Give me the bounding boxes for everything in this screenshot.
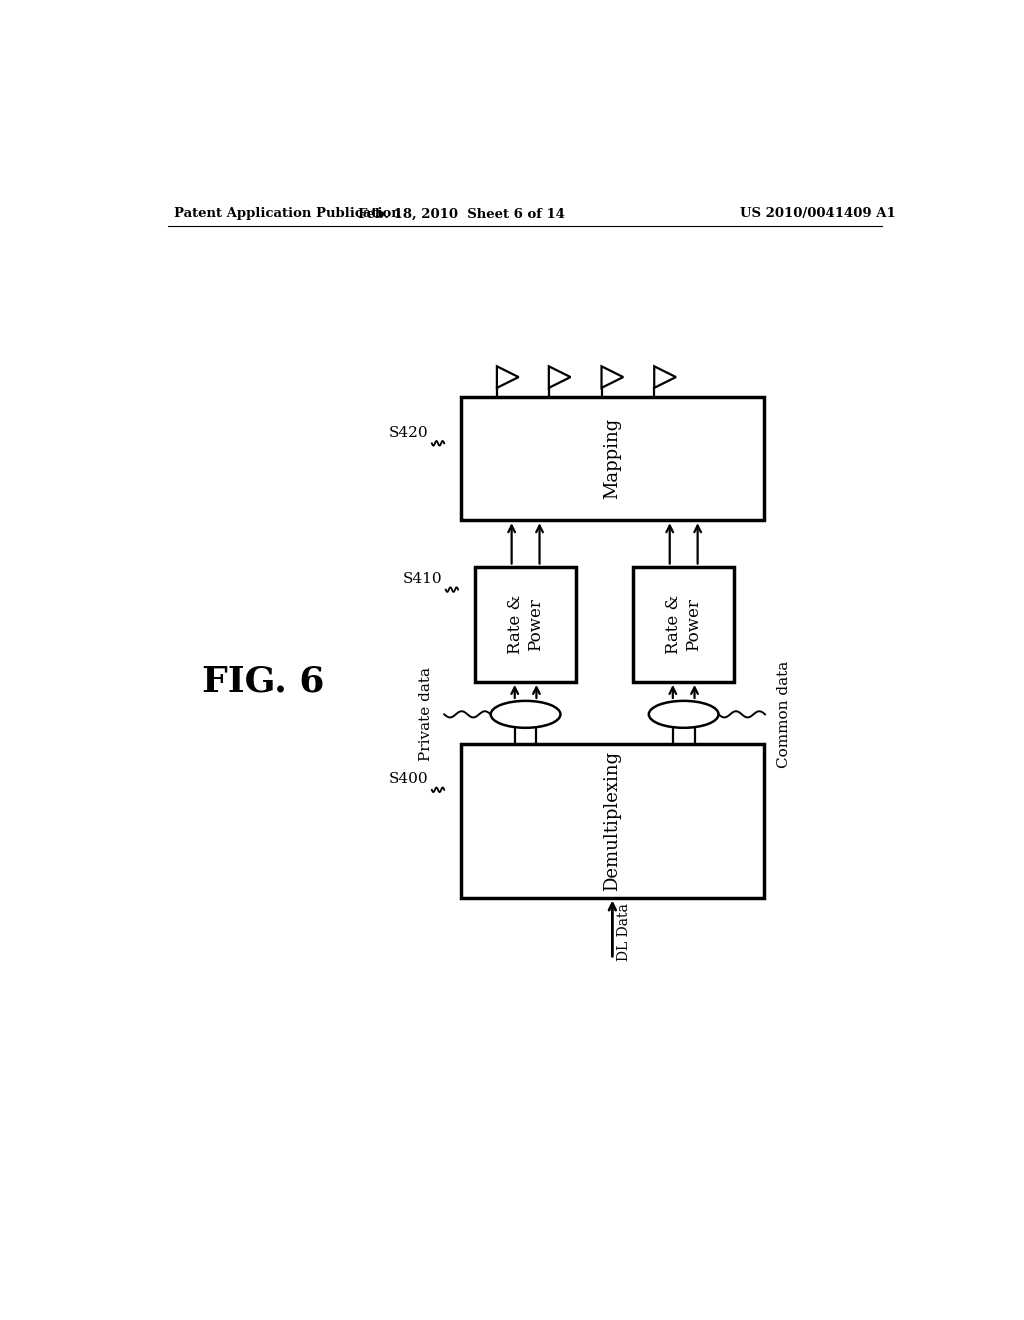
Bar xyxy=(461,397,764,520)
Bar xyxy=(461,743,764,898)
Text: Private data: Private data xyxy=(419,668,432,762)
Text: S410: S410 xyxy=(402,572,442,586)
Ellipse shape xyxy=(490,701,560,727)
Text: Rate &
Power: Rate & Power xyxy=(666,594,702,653)
Text: Rate &
Power: Rate & Power xyxy=(507,594,544,653)
Text: S400: S400 xyxy=(388,772,428,785)
Bar xyxy=(633,566,734,682)
Text: S420: S420 xyxy=(388,425,428,440)
Text: FIG. 6: FIG. 6 xyxy=(203,665,325,700)
Text: Common data: Common data xyxy=(776,661,791,768)
Text: Feb. 18, 2010  Sheet 6 of 14: Feb. 18, 2010 Sheet 6 of 14 xyxy=(357,207,565,220)
Ellipse shape xyxy=(649,701,719,727)
Text: Demultiplexing: Demultiplexing xyxy=(603,751,622,891)
Text: US 2010/0041409 A1: US 2010/0041409 A1 xyxy=(740,207,896,220)
Bar xyxy=(475,566,575,682)
Text: DL Data: DL Data xyxy=(617,903,631,961)
Text: Patent Application Publication: Patent Application Publication xyxy=(174,207,401,220)
Text: Mapping: Mapping xyxy=(603,418,622,499)
